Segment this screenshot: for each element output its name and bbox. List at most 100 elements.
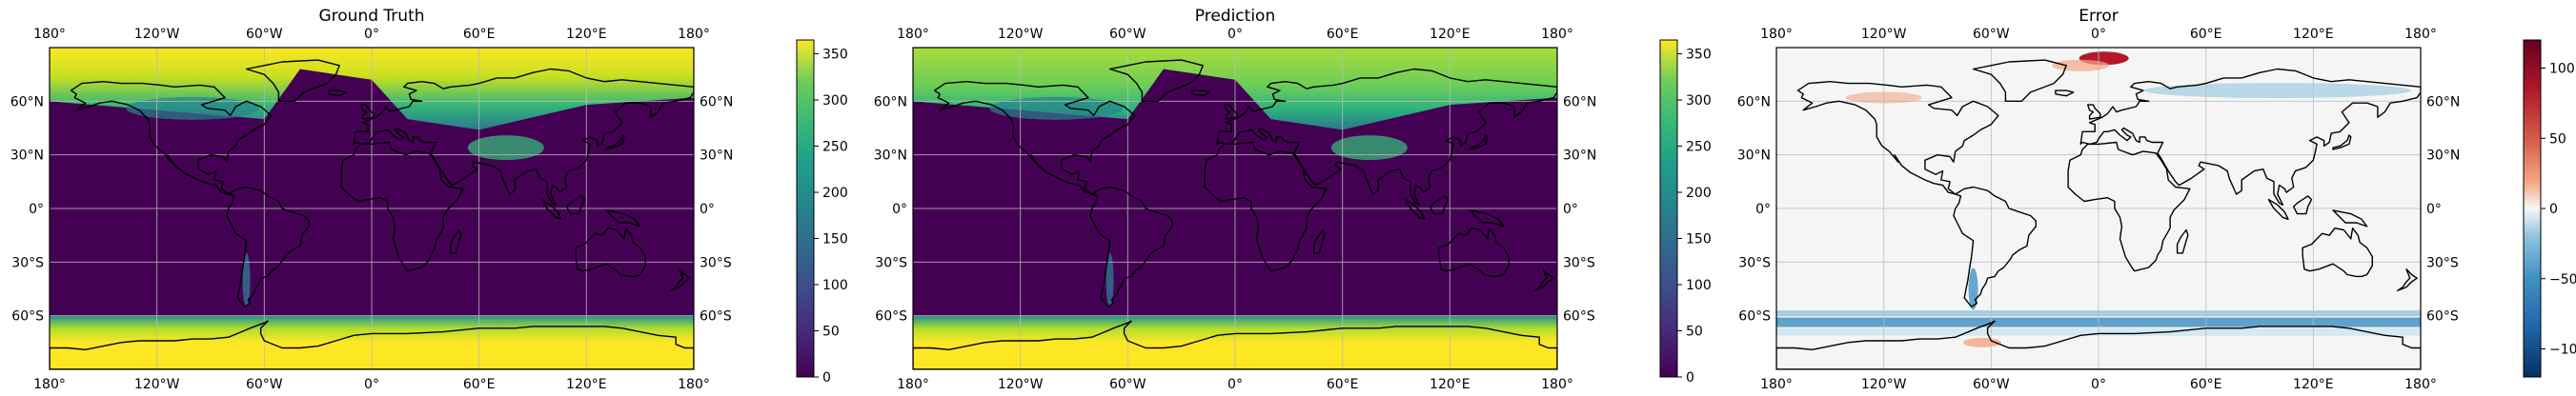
lat-tick-label-right: 60°N <box>700 94 733 109</box>
lon-tick-label-bottom: 180° <box>1760 377 1793 392</box>
lon-tick-label-bottom: 180° <box>678 377 710 392</box>
lat-tick-label-right: 30°N <box>700 148 733 164</box>
coastline-africa <box>1204 141 1328 272</box>
lon-tick-label-bottom: 180° <box>897 377 929 392</box>
colorbar-tick-label: 350 <box>822 48 848 63</box>
lon-tick-label-top: 180° <box>678 27 710 42</box>
coastline-australia <box>1438 228 1510 278</box>
gridlines <box>1776 48 2421 369</box>
coastline-britain <box>360 104 375 120</box>
lon-tick-label-top: 180° <box>1760 27 1793 42</box>
lat-tick-label-left: 30°N <box>874 148 907 164</box>
lon-tick-label-top: 60°E <box>1327 27 1359 42</box>
lon-tick-label-top: 120°E <box>1430 27 1471 42</box>
panel-title: Error <box>2079 7 2118 26</box>
colorbar-tick-label: 250 <box>1686 140 1712 155</box>
coastline-northAmerica <box>70 81 273 195</box>
lat-tick-label-left: 0° <box>1755 202 1771 217</box>
colorbar-tick-label: 50 <box>2549 131 2566 147</box>
canada-patch <box>126 96 260 120</box>
coastline-newGuinea <box>605 209 641 228</box>
lat-tick-label-right: 30°S <box>1563 255 1595 270</box>
lat-tick-label-right: 30°N <box>2426 148 2460 164</box>
lat-tick-label-right: 0° <box>1563 202 1578 217</box>
lat-tick-label-left: 60°N <box>1737 94 1771 109</box>
colorbar-tick-label: 100 <box>1686 278 1712 293</box>
lon-tick-label-bottom: 120°E <box>2293 377 2334 392</box>
lon-tick-label-bottom: 180° <box>1541 377 1573 392</box>
lon-tick-label-bottom: 180° <box>2404 377 2437 392</box>
lon-tick-label-top: 180° <box>33 27 66 42</box>
arctic-error-halo <box>2052 59 2110 71</box>
lon-tick-label-top: 120°E <box>566 27 607 42</box>
coastline-borneo <box>2293 195 2313 215</box>
coastline-newZealand <box>2396 268 2418 292</box>
lon-tick-label-top: 60°W <box>1973 27 2010 42</box>
colorbar-tick-label: 100 <box>822 278 848 293</box>
lon-tick-label-top: 60°E <box>463 27 496 42</box>
panel-title: Prediction <box>1195 7 1275 26</box>
coastline-antarctica <box>913 320 1557 369</box>
lat-tick-label-right: 60°S <box>1563 309 1595 325</box>
colorbar-tick-label: −100 <box>2549 343 2576 358</box>
coastline-japan <box>1469 134 1489 150</box>
lon-tick-label-top: 180° <box>897 27 929 42</box>
coastline-britain <box>2087 104 2101 120</box>
coastline-greenland <box>245 59 340 102</box>
coastline-borneo <box>1430 195 1450 215</box>
plot-frame <box>1775 47 2422 370</box>
lon-tick-label-bottom: 60°E <box>2190 377 2222 392</box>
lat-tick-label-left: 30°S <box>875 255 907 270</box>
coastlines <box>1776 59 2421 369</box>
colorbar-gradient <box>1659 39 1678 378</box>
lon-tick-label-bottom: 60°E <box>463 377 496 392</box>
lon-tick-label-bottom: 120°W <box>134 377 180 392</box>
colorbar-tick-label: −50 <box>2549 272 2576 287</box>
gridlines <box>913 48 1557 369</box>
lon-tick-label-bottom: 60°W <box>1973 377 2010 392</box>
colorbar: 0 50 100 150 200 250 300 350 <box>796 39 848 386</box>
lat-tick-label-left: 60°N <box>10 94 44 109</box>
coastline-northAmerica <box>933 81 1136 195</box>
siberia-error <box>2143 83 2411 99</box>
coastline-sumatra <box>1404 198 1426 220</box>
coastline-iceland <box>2055 89 2075 97</box>
lon-tick-label-top: 120°W <box>134 27 180 42</box>
lat-tick-label-left: 60°N <box>874 94 907 109</box>
lon-tick-label-bottom: 180° <box>33 377 66 392</box>
colorbar: 100 50 0 −50 −100 <box>2523 39 2576 378</box>
lat-tick-label-left: 0° <box>29 202 44 217</box>
coastline-northAmerica <box>1796 81 1999 195</box>
lat-tick-label-right: 60°S <box>700 309 732 325</box>
lon-tick-label-bottom: 0° <box>2091 377 2106 392</box>
lon-tick-label-top: 120°E <box>2293 27 2334 42</box>
coastline-madagascar <box>2176 228 2189 254</box>
lon-tick-label-bottom: 0° <box>1227 377 1243 392</box>
lat-tick-label-right: 0° <box>700 202 715 217</box>
coastline-eurasia <box>1216 68 1557 206</box>
lat-tick-label-left: 30°S <box>11 255 44 270</box>
colorbar-tick-label: 0 <box>2549 202 2558 217</box>
lon-tick-label-top: 60°W <box>1109 27 1146 42</box>
lon-tick-label-top: 120°W <box>998 27 1044 42</box>
colorbar-tick-label: 50 <box>822 325 840 340</box>
coastline-eurasia <box>353 68 694 206</box>
coastline-japan <box>605 134 625 150</box>
lat-tick-label-right: 60°N <box>1563 94 1596 109</box>
plot-frame <box>49 47 695 370</box>
colorbar-tick-label: 300 <box>1686 93 1712 109</box>
plot-frame <box>912 47 1558 370</box>
lon-tick-label-top: 60°E <box>2190 27 2222 42</box>
colorbar-tick-label: 100 <box>2549 62 2575 77</box>
panel-3: Error 180° 180° 120°W 120°W 60°W 60°W 0° 0° 60°E 6… <box>1737 7 2576 392</box>
coastline-iceland <box>1191 89 1211 97</box>
lon-tick-label-top: 0° <box>2091 27 2106 42</box>
lat-tick-label-right: 30°S <box>2426 255 2459 270</box>
colorbar-tick-label: 0 <box>1686 370 1694 386</box>
coastline-sumatra <box>540 198 562 220</box>
lon-tick-label-bottom: 60°W <box>246 377 283 392</box>
coastline-newGuinea <box>2332 209 2368 228</box>
coastline-africa <box>340 141 464 272</box>
tibet-patch <box>467 135 544 161</box>
